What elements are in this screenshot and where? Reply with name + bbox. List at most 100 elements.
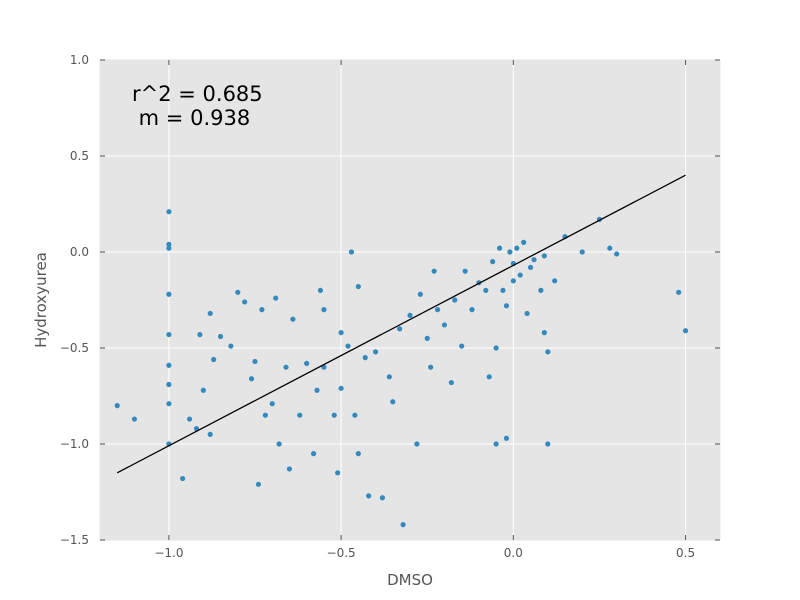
data-point: [355, 283, 361, 290]
y-tick-label: −1.5: [60, 533, 89, 547]
data-point: [524, 310, 530, 317]
data-point: [207, 431, 213, 437]
data-point: [545, 441, 551, 447]
data-point: [166, 291, 172, 297]
data-point: [397, 326, 403, 332]
data-point: [166, 209, 172, 215]
data-point: [283, 364, 289, 370]
data-point: [228, 343, 234, 349]
data-point: [252, 358, 258, 365]
data-point: [507, 249, 513, 255]
data-point: [379, 495, 386, 501]
data-point: [493, 345, 499, 351]
data-point: [131, 416, 138, 422]
data-point: [541, 253, 547, 259]
data-point: [390, 399, 396, 405]
data-point: [400, 522, 406, 528]
data-point: [166, 401, 172, 407]
data-point: [335, 470, 341, 476]
data-point: [682, 328, 689, 334]
regression-line: [116, 174, 686, 474]
data-point: [517, 272, 523, 278]
data-point: [286, 466, 293, 472]
data-point: [211, 356, 217, 363]
y-tick-label: 0.0: [70, 245, 89, 259]
data-point: [510, 278, 516, 284]
data-point: [490, 259, 496, 265]
data-point: [317, 287, 324, 293]
data-point: [217, 333, 224, 340]
data-point: [496, 245, 503, 251]
data-point: [352, 412, 358, 418]
data-point: [434, 307, 441, 313]
data-point: [276, 441, 282, 447]
data-point: [552, 278, 558, 284]
data-point: [259, 307, 265, 313]
data-point: [452, 297, 458, 303]
data-point: [304, 360, 310, 366]
data-point: [407, 312, 413, 318]
data-point: [362, 355, 368, 361]
x-axis-label: DMSO: [387, 571, 433, 589]
x-tick-label: −1.0: [154, 546, 183, 560]
data-point: [338, 330, 344, 336]
data-point: [521, 239, 527, 245]
x-tick-label: −0.5: [327, 546, 356, 560]
data-point: [297, 412, 303, 418]
data-point: [469, 307, 475, 313]
data-point: [197, 331, 203, 338]
data-point: [483, 287, 489, 293]
x-tick-label: 0.5: [676, 546, 695, 560]
data-point: [431, 268, 437, 274]
data-point: [527, 264, 534, 270]
axis-ticks: −1.0 −0.5 0.0 0.5 −1.5 −1.0 −0.5 0.0 0.5 1.0: [60, 53, 720, 560]
y-tick-label: −0.5: [60, 341, 89, 355]
data-point: [417, 291, 423, 297]
data-point: [366, 493, 372, 499]
data-point: [262, 412, 268, 418]
data-point: [331, 412, 337, 418]
data-point: [273, 295, 279, 301]
data-point: [538, 287, 544, 293]
data-point: [531, 257, 537, 263]
data-point: [207, 310, 213, 317]
data-point: [235, 289, 241, 295]
data-point: [500, 287, 506, 293]
data-point: [355, 451, 361, 457]
data-point: [486, 374, 492, 380]
data-point: [321, 307, 327, 313]
data-point: [248, 376, 255, 382]
data-point: [114, 403, 120, 409]
slope-annotation: m = 0.938: [132, 106, 250, 130]
data-point: [338, 385, 344, 391]
data-point: [414, 441, 420, 447]
data-point: [166, 331, 172, 338]
data-point: [503, 303, 510, 309]
data-point: [372, 349, 379, 355]
plot-frame: [99, 59, 721, 541]
data-point: [676, 289, 682, 295]
data-point: [166, 362, 172, 368]
x-tick-label: 0.0: [504, 546, 523, 560]
y-tick-label: 0.5: [70, 149, 89, 163]
data-point: [441, 322, 448, 328]
data-point: [166, 381, 172, 388]
data-point: [345, 343, 351, 349]
data-point: [428, 364, 434, 370]
data-point: [614, 251, 620, 257]
data-point: [242, 299, 248, 305]
y-tick-label: 1.0: [70, 53, 89, 67]
data-point: [166, 241, 172, 247]
data-point: [180, 475, 186, 482]
scatter-points: [114, 209, 689, 528]
data-point: [462, 268, 468, 274]
data-point: [314, 387, 320, 393]
data-point: [255, 481, 262, 487]
data-point: [541, 330, 547, 336]
y-tick-label: −1.0: [60, 437, 89, 451]
data-point: [166, 245, 172, 251]
plot-background: [100, 60, 720, 540]
data-point: [310, 451, 317, 457]
data-point: [459, 343, 465, 349]
